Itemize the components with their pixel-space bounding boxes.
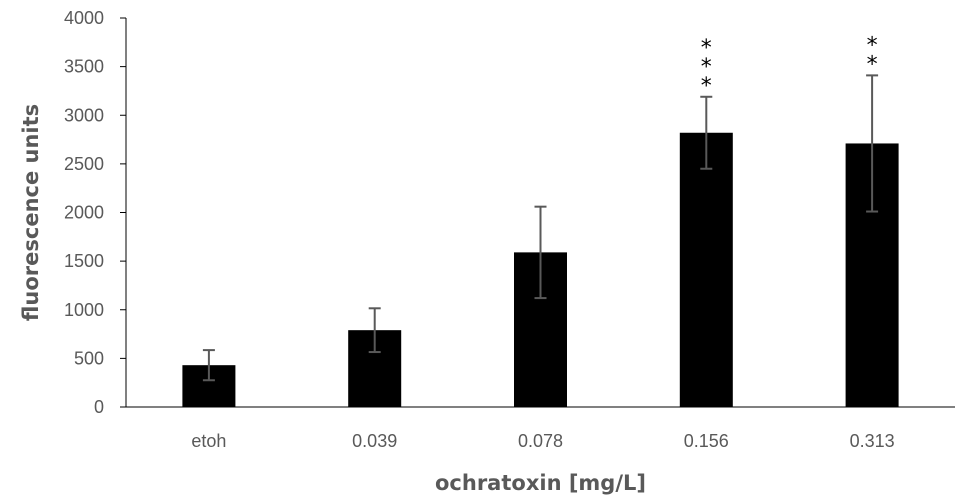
y-tick-label: 2000	[64, 203, 104, 223]
significance-markers: *****	[701, 33, 878, 98]
significance-star: *	[701, 74, 712, 99]
y-tick-label: 500	[74, 348, 104, 368]
x-axis-title: ochratoxin [mg/L]	[435, 471, 646, 495]
x-tick-label: etoh	[191, 431, 226, 451]
x-tick-label: 0.313	[850, 431, 895, 451]
bars-group	[182, 132, 899, 407]
y-tick-label: 1500	[64, 251, 104, 271]
bar-0.156	[679, 132, 733, 407]
significance-star: *	[867, 52, 878, 77]
y-tick-label: 3000	[64, 105, 104, 125]
error-bars-group	[202, 74, 879, 382]
y-tick-label: 4000	[64, 8, 104, 28]
significance-star: *	[867, 33, 878, 58]
y-tick-label: 2500	[64, 154, 104, 174]
significance-star: *	[701, 36, 712, 61]
y-tick-label: 1000	[64, 300, 104, 320]
significance-star: *	[701, 55, 712, 80]
y-axis-title: fluorescence units	[19, 104, 43, 321]
x-tick-label: 0.078	[518, 431, 563, 451]
x-tick-label: 0.039	[352, 431, 397, 451]
y-tick-label: 0	[94, 397, 104, 417]
y-axis-ticks: 0 500 1000 1500 2000 2500 3000 3500 4000	[64, 8, 126, 417]
y-tick-label: 3500	[64, 57, 104, 77]
x-axis-ticks: etoh 0.039 0.078 0.156 0.313	[191, 431, 894, 451]
x-tick-label: 0.156	[684, 431, 729, 451]
